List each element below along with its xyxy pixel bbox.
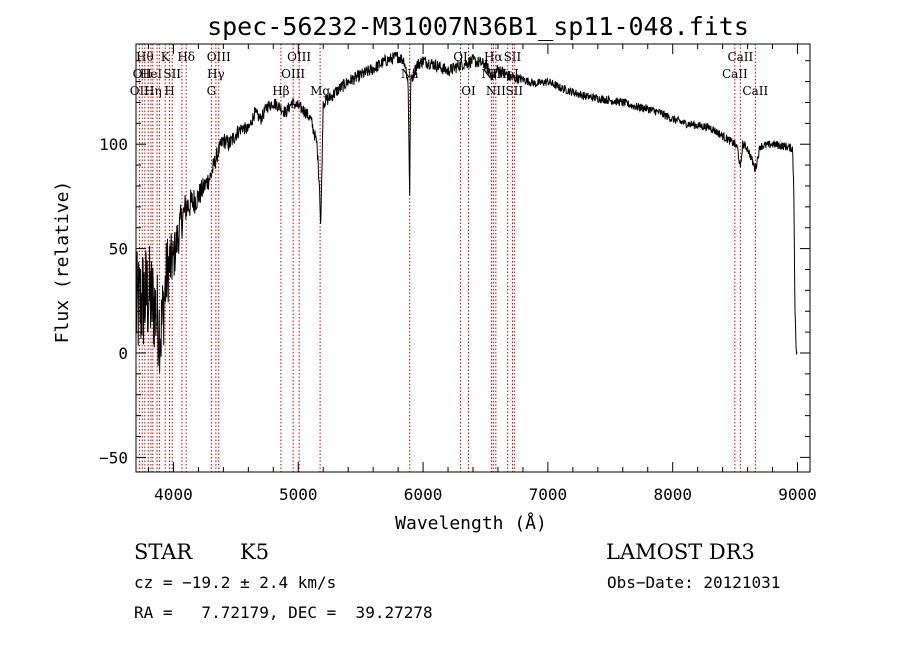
spectral-line-label: SII [505, 84, 523, 98]
x-tick-label: 9000 [778, 485, 817, 504]
redshift-text: cz = −19.2 ± 2.4 km/s [134, 573, 337, 592]
x-tick-label: 4000 [154, 485, 193, 504]
x-tick-label: 7000 [529, 485, 568, 504]
spectral-line-label: G [207, 84, 217, 98]
spectral-line-label: Hα [484, 50, 503, 64]
y-axis: −50 0 50 100 [99, 60, 810, 467]
spectral-line-label: NII [486, 84, 506, 98]
obs-date-text: Obs−Date: 20121031 [607, 573, 781, 592]
spectral-line-label: H [164, 84, 174, 98]
spectral-line-label: Hδ [177, 50, 195, 64]
y-tick-label: −50 [99, 448, 128, 467]
x-axis: 4000 5000 6000 7000 8000 9000 [147, 44, 817, 504]
survey-name: LAMOST DR3 [606, 540, 755, 564]
spectral-line-label: SII [504, 50, 522, 64]
x-axis-label: Wavelength (Å) [395, 512, 547, 534]
object-class: STAR [134, 540, 193, 564]
plot-frame [135, 43, 811, 473]
spectral-line-label: OIII [281, 67, 305, 81]
spectrum-line [135, 51, 798, 373]
spectral-line-label: OI [461, 84, 476, 98]
x-tick-label: 5000 [279, 485, 318, 504]
spectral-line-label: OI [453, 50, 468, 64]
spectral-line-label: CaII [722, 67, 748, 81]
y-axis-label: Flux (relative) [52, 181, 73, 344]
spectral-line-markers: OIIOIIHθHeIHηKHSIIHδGHγOIIIHβOIIIOIIIMgN… [130, 44, 768, 472]
spectral-line-label: OIII [207, 50, 231, 64]
x-tick-label: 6000 [404, 485, 443, 504]
y-tick-label: 100 [99, 135, 128, 154]
spectral-line-label: Mg [310, 84, 330, 98]
spectral-line-label: OII [133, 67, 153, 81]
ra-dec-text: RA = 7.72179, DEC = 39.27278 [134, 603, 433, 622]
spectral-line-label: HeI [140, 67, 163, 81]
chart-title: spec-56232-M31007N36B1_sp11-048.fits [207, 12, 749, 41]
spectral-line-label: K [161, 50, 171, 64]
spectral-line-label: OIII [287, 50, 311, 64]
y-tick-label: 50 [109, 240, 128, 259]
x-tick-label: 8000 [653, 485, 692, 504]
object-subclass: K5 [240, 540, 270, 564]
spectral-line-label: CaII [727, 50, 753, 64]
spectral-line-label: Hγ [207, 67, 225, 81]
spectral-line-label: CaII [742, 84, 768, 98]
spectral-line-label: Hβ [272, 84, 289, 98]
spectral-line-label: Hη [144, 84, 162, 98]
spectral-line-label: SII [163, 67, 181, 81]
y-tick-label: 0 [118, 344, 128, 363]
